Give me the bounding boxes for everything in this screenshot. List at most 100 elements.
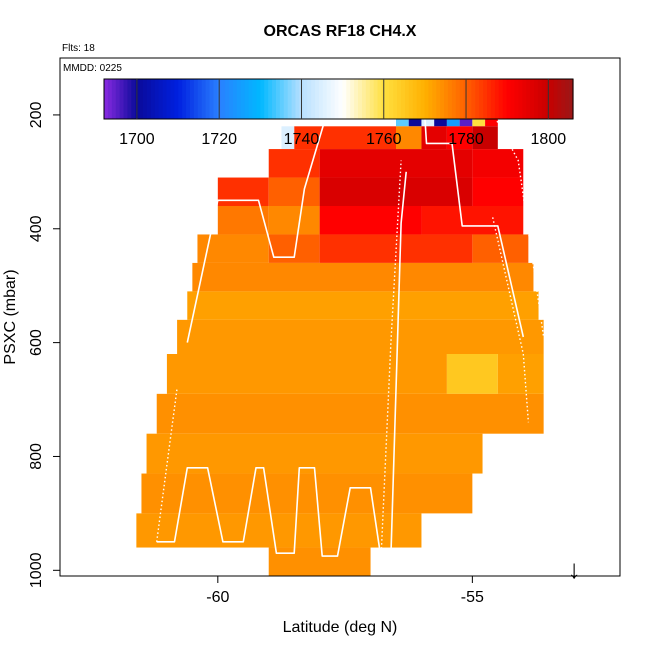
colorbar-segment (205, 79, 211, 119)
y-tick-label: 200 (28, 101, 45, 128)
colorbar-tick-label: 1700 (119, 131, 155, 148)
colorbar-segment (530, 79, 535, 119)
colorbar-segment (170, 79, 175, 119)
colorbar-tick-label: 1780 (448, 131, 484, 148)
colorbar-segment (440, 79, 445, 119)
colorbar-segment (397, 79, 402, 119)
colorbar-segment (354, 79, 359, 119)
colorbar-segment (401, 79, 406, 119)
heat-cell (141, 473, 473, 514)
colorbar-segment (526, 79, 531, 119)
x-axis: -60 -55 (206, 576, 484, 606)
heat-cell (192, 262, 534, 292)
colorbar-segment (412, 79, 418, 119)
colorbar-segment (127, 79, 132, 119)
y-tick-label: 400 (28, 215, 45, 242)
heat-cell (472, 177, 524, 206)
colorbar-segment (342, 79, 347, 119)
heat-cell (472, 149, 524, 178)
heat-cell (268, 177, 320, 206)
y-axis: 200 400 600 800 1000 (28, 101, 60, 588)
colorbar-segment (143, 79, 148, 119)
colorbar-segment (428, 79, 433, 119)
colorbar-segment (166, 79, 172, 119)
colorbar-segment (373, 79, 379, 119)
colorbar-segment (279, 79, 285, 119)
plot-frame (59, 57, 621, 577)
colorbar-segment (201, 79, 207, 119)
colorbar-segment (369, 79, 375, 119)
colorbar-frame (103, 78, 574, 120)
colorbar-segment (404, 79, 410, 119)
colorbar-segment (424, 79, 429, 119)
flight-track-line (486, 103, 545, 337)
colorbar-segment (189, 79, 195, 119)
heatmap-cells (136, 97, 544, 576)
heat-cell (421, 206, 524, 235)
arrow-down-icon: ↓ (568, 554, 581, 584)
colorbar-segment (248, 79, 254, 119)
colorbar-segment (104, 79, 109, 119)
heat-cell (268, 547, 371, 576)
colorbar-segment (186, 79, 191, 119)
colorbar-segment (338, 79, 344, 119)
colorbar-segment (229, 79, 234, 119)
colorbar-segment (256, 79, 261, 119)
heat-cell (217, 206, 269, 235)
colorbar-segment (287, 79, 293, 119)
heat-cell (268, 234, 320, 263)
colorbar-tick-label: 1800 (531, 131, 567, 148)
colorbar-segment (514, 79, 519, 119)
colorbar-segment (553, 79, 558, 119)
y-axis-label: PSXC (mbar) (2, 269, 19, 364)
colorbar-segment (146, 79, 152, 119)
colorbar-segment (158, 79, 164, 119)
heat-cell (446, 354, 498, 394)
colorbar-segment (115, 79, 121, 119)
flights-label: Flts: 18 (62, 43, 95, 54)
colorbar-segment (432, 79, 437, 119)
colorbar-segment (471, 79, 476, 119)
colorbar-segment (565, 79, 570, 119)
heat-cell (217, 177, 269, 206)
colorbar-segment (252, 79, 258, 119)
colorbar-segment (322, 79, 328, 119)
colorbar-segment (318, 79, 324, 119)
x-axis-label: Latitude (deg N) (283, 619, 398, 636)
heat-cell (268, 149, 320, 178)
colorbar-segment (541, 79, 547, 119)
chart-title: ORCAS RF18 CH4.X (264, 23, 417, 40)
colorbar-segment (483, 79, 488, 119)
x-tick-label: -55 (461, 589, 484, 606)
colorbar-segment (361, 79, 367, 119)
colorbar-segment (569, 79, 574, 119)
colorbar-segment (197, 79, 203, 119)
colorbar-segment (377, 79, 383, 119)
colorbar-segment (178, 79, 183, 119)
colorbar-segment (154, 79, 160, 119)
colorbar-segment (240, 79, 246, 119)
heat-cell (187, 291, 539, 320)
colorbar-segment (334, 79, 340, 119)
colorbar-segment (260, 79, 265, 119)
colorbar-segment (487, 79, 492, 119)
colorbar-segment (350, 79, 355, 119)
flight-track-line (156, 171, 407, 557)
heat-cell (177, 319, 544, 354)
colorbar-segment (561, 79, 566, 119)
colorbar-segment (107, 79, 113, 119)
colorbar-segment (522, 79, 527, 119)
colorbar-segment (451, 79, 457, 119)
colorbar-segment (346, 79, 351, 119)
heat-cell (396, 126, 422, 150)
colorbar-segment (365, 79, 371, 119)
heat-cell (146, 433, 483, 474)
y-tick-label: 600 (28, 329, 45, 356)
colorbar-tick-label: 1740 (284, 131, 320, 148)
colorbar-segment (244, 79, 250, 119)
colorbar-segment (459, 79, 465, 119)
heat-cell (472, 126, 498, 150)
colorbar-segment (408, 79, 414, 119)
heat-cell (319, 206, 422, 235)
